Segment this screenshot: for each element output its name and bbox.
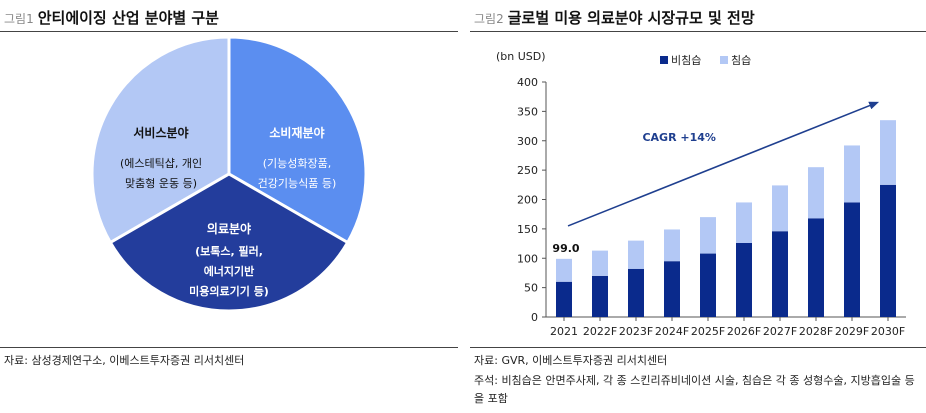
bar-segment-noninvasive bbox=[880, 184, 896, 317]
right-figure-title-text: 글로벌 미용 의료분야 시장규모 및 전망 bbox=[507, 9, 755, 27]
legend-swatch bbox=[660, 56, 668, 64]
bar-segment-noninvasive bbox=[808, 218, 824, 317]
pie-slice-service-detail-line: (에스테틱샵, 개인 bbox=[120, 157, 202, 170]
bar-segment-noninvasive bbox=[844, 202, 860, 317]
left-bottom-rule bbox=[0, 347, 458, 348]
x-tick-label: 2028F bbox=[799, 325, 833, 338]
right-source-text: 자료: GVR, 이베스트투자증권 리서치센터 bbox=[474, 354, 668, 367]
bar-segment-invasive bbox=[808, 167, 824, 219]
y-tick-label: 250 bbox=[517, 164, 538, 177]
pie-slice-medical bbox=[108, 172, 350, 313]
bar-segment-noninvasive bbox=[700, 253, 716, 317]
right-figure-panel: 그림2 글로벌 미용 의료분야 시장규모 및 전망 (bn USD) 0 50 100 1… bbox=[470, 0, 926, 413]
bar-segment-noninvasive bbox=[592, 275, 608, 318]
pie-slice-medical-detail-line: (보톡스, 필러, bbox=[195, 244, 263, 258]
pie-slice-service-name: 서비스분야 bbox=[133, 125, 188, 140]
right-bottom-rule bbox=[470, 347, 926, 348]
pie-slice-consumer-detail-line: (기능성화장품, bbox=[263, 157, 332, 170]
bar-segment-invasive bbox=[880, 120, 896, 185]
bar-segment-invasive bbox=[772, 185, 788, 232]
bar-segment-noninvasive bbox=[664, 261, 680, 317]
y-tick-label: 100 bbox=[517, 252, 538, 265]
cagr-label: CAGR +14% bbox=[642, 131, 715, 144]
x-tick-label: 2024F bbox=[655, 325, 689, 338]
pie-slice-medical-name: 의료분야 bbox=[207, 221, 251, 236]
first-bar-total-label: 99.0 bbox=[552, 242, 579, 255]
bar-segment-noninvasive bbox=[628, 268, 644, 317]
y-tick-label: 0 bbox=[531, 311, 538, 324]
left-figure-title-text: 안티에이징 산업 분야별 구분 bbox=[37, 9, 219, 27]
y-tick-label: 50 bbox=[524, 282, 538, 295]
bar-segment-invasive bbox=[592, 250, 608, 276]
x-tick-label: 2029F bbox=[835, 325, 869, 338]
x-tick-label: 2027F bbox=[763, 325, 797, 338]
x-tick-label: 2025F bbox=[691, 325, 725, 338]
pie-slice-consumer-name: 소비재분야 bbox=[269, 125, 324, 140]
x-tick-label: 2026F bbox=[727, 325, 761, 338]
right-figure-title: 그림2 글로벌 미용 의료분야 시장규모 및 전망 bbox=[474, 7, 755, 28]
legend-label: 비침습 bbox=[671, 54, 701, 67]
y-tick-label: 200 bbox=[517, 194, 538, 207]
x-tick-label: 2030F bbox=[871, 325, 905, 338]
pie-slice-medical-detail-line: 미용의료기기 등) bbox=[189, 284, 269, 298]
pie-slice-medical-detail-line: 에너지기반 bbox=[204, 264, 255, 278]
bar-segment-noninvasive bbox=[736, 242, 752, 317]
y-axis-unit-label: (bn USD) bbox=[496, 50, 546, 63]
stacked-bar-chart: (bn USD) 0 50 100 150 200 250 300 350 400 2021 2022… bbox=[496, 50, 906, 338]
right-note-text: 주석: 비침습은 안면주사제, 각 종 스킨리쥬비네이션 시술, 침습은 각 종… bbox=[474, 374, 915, 405]
left-source-text: 자료: 삼성경제연구소, 이베스트투자증권 리서치센터 bbox=[4, 354, 245, 367]
x-tick-label: 2021 bbox=[550, 325, 578, 338]
y-tick-label: 300 bbox=[517, 135, 538, 148]
bar-segment-invasive bbox=[556, 258, 572, 282]
right-top-rule bbox=[470, 31, 926, 32]
bar-segment-invasive bbox=[844, 145, 860, 203]
bar-segment-noninvasive bbox=[772, 231, 788, 317]
left-figure-number: 그림1 bbox=[4, 12, 34, 26]
bar-segment-noninvasive bbox=[556, 281, 572, 317]
pie-slice-service-detail-line: 맞춤형 운동 등) bbox=[125, 177, 197, 190]
y-tick-label: 400 bbox=[517, 76, 538, 89]
left-top-rule bbox=[0, 31, 458, 32]
y-tick-label: 150 bbox=[517, 223, 538, 236]
x-tick-label: 2022F bbox=[583, 325, 617, 338]
bar-segment-invasive bbox=[700, 217, 716, 254]
cagr-trend-arrow bbox=[567, 101, 880, 227]
bar-segment-invasive bbox=[736, 202, 752, 243]
pie-slice-consumer-detail-line: 건강기능식품 등) bbox=[258, 177, 337, 190]
pie-slice-service bbox=[90, 35, 231, 245]
y-tick-label: 350 bbox=[517, 105, 538, 118]
bar-segment-invasive bbox=[628, 240, 644, 269]
legend-swatch bbox=[720, 56, 728, 64]
bar-segment-invasive bbox=[664, 229, 680, 262]
right-figure-number: 그림2 bbox=[474, 12, 504, 26]
left-figure-title: 그림1 안티에이징 산업 분야별 구분 bbox=[4, 7, 219, 28]
x-tick-label: 2023F bbox=[619, 325, 653, 338]
pie-slice-consumer bbox=[227, 35, 368, 245]
legend-label: 침습 bbox=[731, 54, 751, 67]
